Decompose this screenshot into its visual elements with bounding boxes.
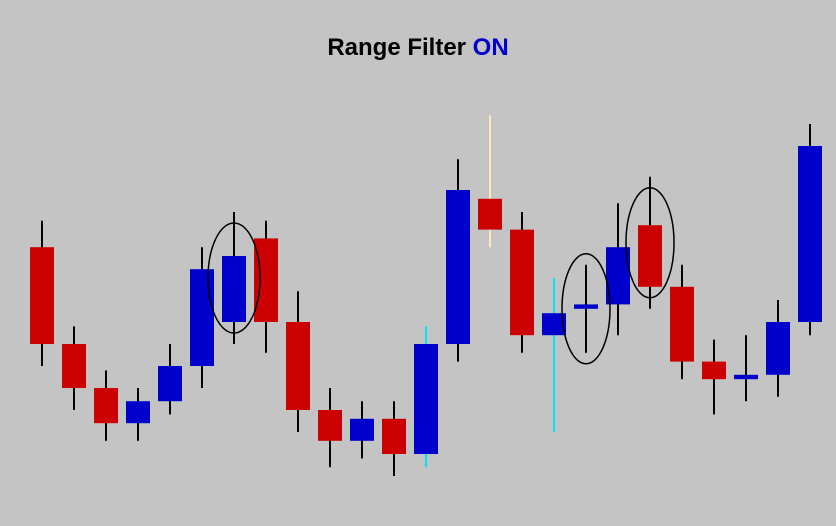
candlestick-chart: Range Filter ON bbox=[0, 0, 836, 526]
title-text-b: ON bbox=[473, 34, 509, 61]
chart-svg bbox=[0, 0, 836, 526]
title-text-a: Range Filter bbox=[327, 34, 472, 61]
chart-title: Range Filter ON bbox=[0, 34, 836, 62]
